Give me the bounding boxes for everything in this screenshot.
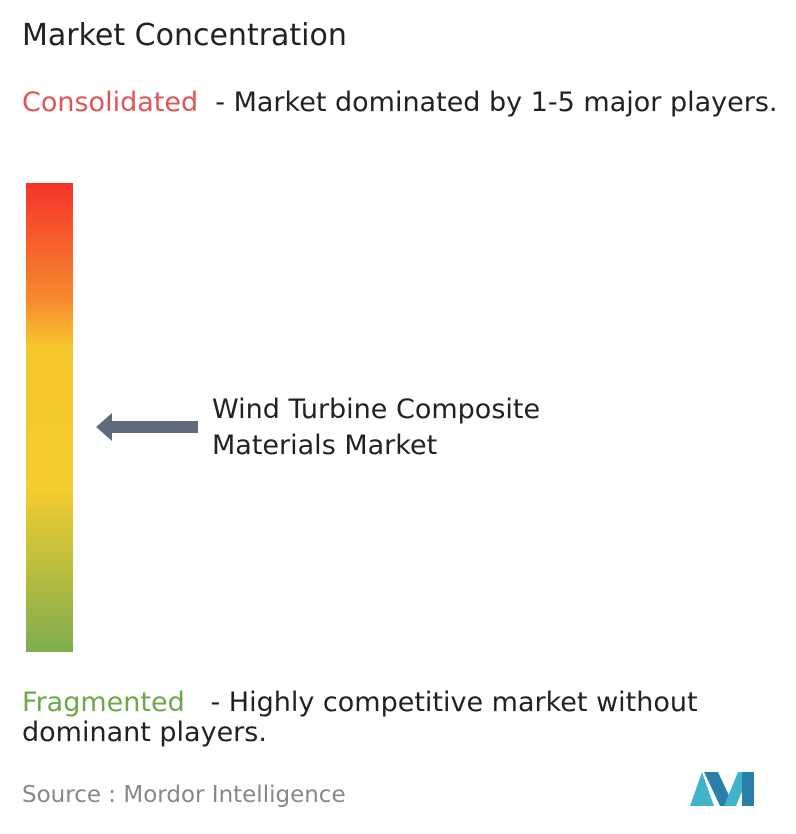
logo [690,772,754,806]
fragmented-description: - Highly competitive market without domi… [22,687,698,748]
marker-label: Wind Turbine Composite Materials Market [212,394,541,461]
concentration-bar [26,183,73,652]
fragmented-label: Fragmented [22,687,185,718]
source-name: Mordor Intelligence [123,782,346,808]
source-prefix: Source : [22,782,117,808]
title: Market Concentration [22,18,347,53]
marker-arrow [96,413,198,441]
fragmented-row: Fragmented - Highly competitive market w… [22,688,792,748]
consolidated-row: Consolidated - Market dominated by 1-5 m… [22,88,792,118]
consolidated-label: Consolidated [22,87,199,118]
consolidated-description: - Market dominated by 1-5 major players. [215,87,778,118]
source: Source : Mordor Intelligence [22,782,346,808]
